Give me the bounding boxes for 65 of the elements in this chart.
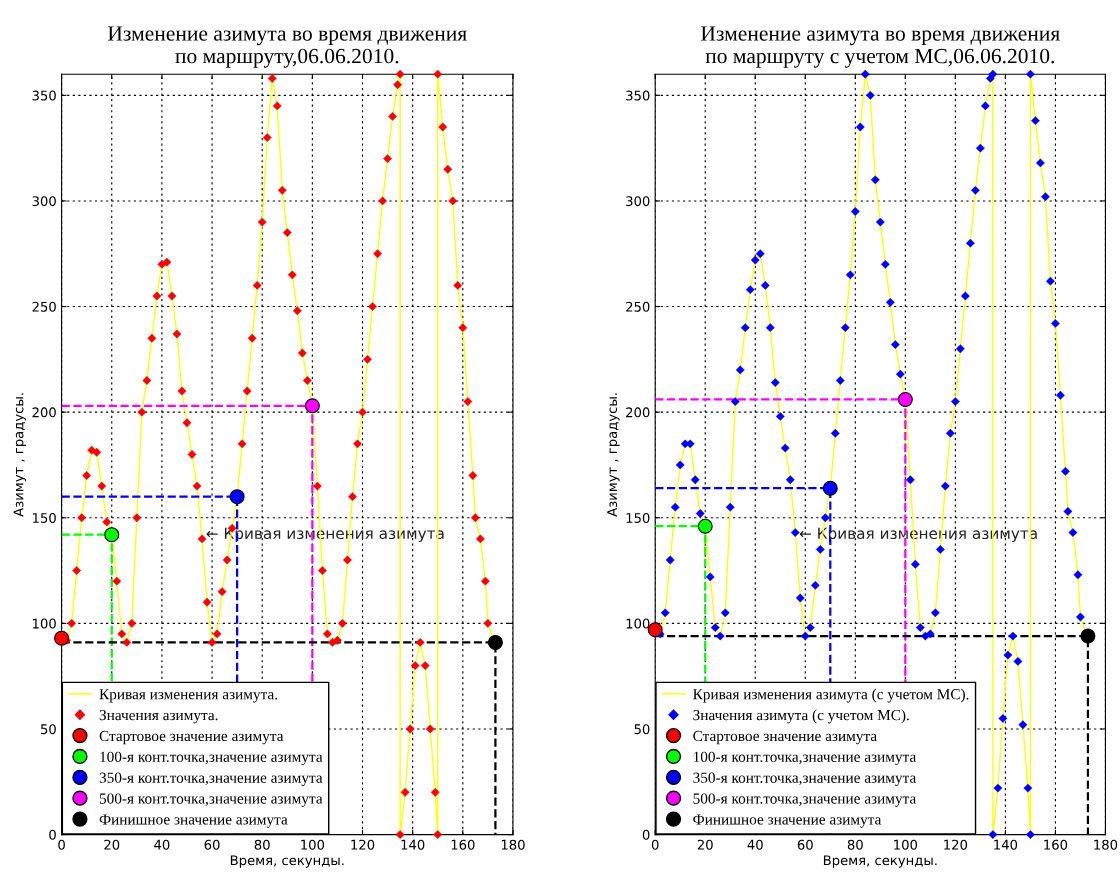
y-tick-label: 250 [32, 301, 56, 312]
legend-label: 500-я конт.точка,значение азимута [99, 793, 323, 807]
y-axis-title: Азимут , градусы. [13, 393, 26, 517]
legend-label: Значения азимута. [99, 709, 218, 724]
legend-label: Кривая изменения азимута (с учетом МС). [693, 688, 969, 703]
x-tick-label: 160 [451, 839, 475, 850]
chart-title: Изменение азимута во время движения по маршруту с учетом МС,06.06.2010. [701, 26, 1060, 68]
legend-label: Стартовое значение азимута [693, 730, 877, 745]
point [304, 398, 320, 414]
x-axis-title: Время, секунды. [823, 855, 937, 868]
y-tick-label: 50 [634, 724, 650, 735]
y-tick-label: 50 [40, 724, 56, 735]
legend-label: 350-я конт.точка,значение азимута [99, 772, 323, 786]
x-tick-label: 40 [747, 839, 763, 850]
legend-label: Финишное значение азимута [99, 814, 288, 828]
x-tick-label: 0 [58, 839, 65, 850]
legend-label: 500-я конт.точка,значение азимута [693, 793, 916, 807]
x-tick-label: 80 [847, 839, 863, 850]
point [897, 391, 913, 407]
y-tick-label: 350 [626, 90, 650, 101]
y-tick-label: 150 [33, 512, 56, 523]
y-axis-title: Азимут , градусы. [607, 393, 620, 517]
x-tick-label: 120 [944, 839, 968, 850]
x-tick-label: 0 [651, 839, 659, 850]
x-tick-label: 180 [1094, 839, 1118, 850]
legend-label: Стартовое значение азимута [99, 730, 284, 745]
y-tick-label: 0 [642, 829, 650, 840]
point [229, 489, 245, 505]
legend-label: Финишное значение азимута [693, 814, 882, 828]
y-tick-label: 150 [626, 512, 650, 523]
y-tick-label: 300 [32, 196, 56, 207]
legend-label: 100-я конт.точка,значение азимута [693, 751, 916, 766]
x-tick-label: 160 [1044, 839, 1068, 850]
point [487, 634, 503, 650]
chart-title: Изменение азимута во время движения по маршруту,06.06.2010. [107, 26, 467, 68]
x-tick-label: 60 [204, 839, 220, 850]
legend-label: Значения азимута (с учетом МС). [693, 709, 909, 724]
y-tick-label: 100 [626, 618, 650, 629]
x-tick-label: 180 [501, 839, 525, 850]
x-tick-label: 120 [351, 839, 375, 850]
point [1080, 628, 1096, 644]
point [104, 527, 120, 543]
point [697, 518, 713, 534]
x-tick-label: 100 [301, 839, 325, 850]
x-tick-label: 140 [401, 839, 425, 850]
legend-label: 350-я конт.точка,значение азимута [693, 772, 916, 786]
x-axis-title: Время, секунды. [230, 855, 344, 868]
y-tick-label: 250 [626, 301, 650, 312]
legend-label: 100-я конт.точка,значение азимута [100, 751, 323, 766]
legend-label: Кривая изменения азимута. [99, 689, 278, 703]
y-tick-label: 0 [49, 829, 56, 840]
x-tick-label: 20 [104, 839, 120, 850]
x-tick-label: 80 [254, 839, 270, 850]
point [54, 630, 70, 646]
x-tick-label: 100 [894, 839, 918, 850]
y-tick-label: 100 [33, 618, 56, 629]
x-tick-label: 40 [154, 839, 170, 850]
y-tick-label: 350 [32, 90, 56, 101]
y-tick-label: 300 [626, 196, 650, 207]
y-tick-label: 200 [626, 407, 650, 418]
x-tick-label: 20 [697, 839, 713, 850]
x-tick-label: 140 [994, 839, 1018, 850]
y-tick-label: 200 [32, 407, 56, 418]
point [822, 480, 838, 496]
x-tick-label: 60 [797, 839, 813, 850]
